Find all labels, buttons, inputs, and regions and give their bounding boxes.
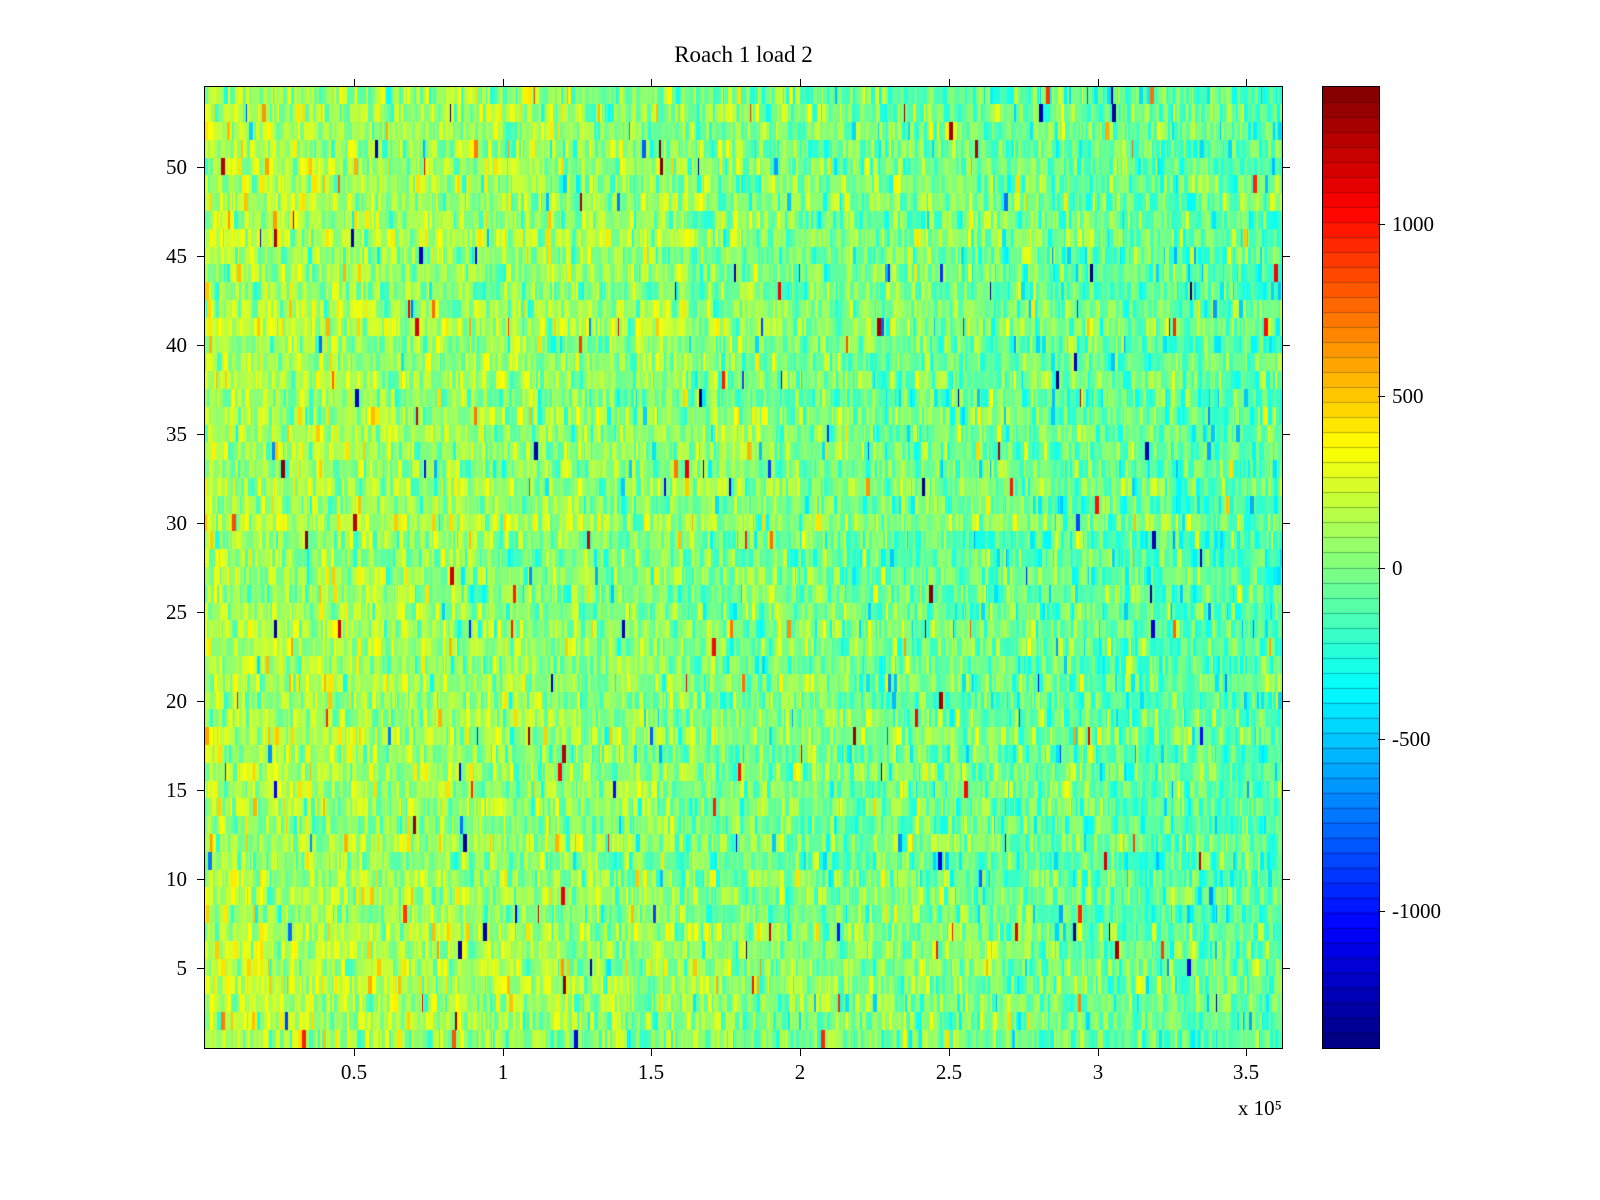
y-tick-mark xyxy=(197,434,205,435)
x-tick-mark xyxy=(651,1048,652,1056)
colorbar-tick-label: 1000 xyxy=(1392,212,1434,236)
y-tick-mark-right xyxy=(1282,701,1290,702)
colorbar-tick-mark xyxy=(1378,911,1385,912)
x-tick-mark-top xyxy=(800,79,801,87)
colorbar-tick-mark xyxy=(1378,568,1385,569)
y-tick-label: 45 xyxy=(166,244,187,268)
x-tick-mark-top xyxy=(949,79,950,87)
colorbar-canvas xyxy=(1323,87,1379,1048)
x-tick-label: 1.5 xyxy=(637,1060,665,1084)
y-tick-mark-right xyxy=(1282,523,1290,524)
heatmap-canvas xyxy=(205,87,1282,1048)
y-tick-mark xyxy=(197,968,205,969)
y-tick-mark-right xyxy=(1282,790,1290,791)
y-tick-label: 35 xyxy=(166,422,187,446)
y-tick-mark xyxy=(197,790,205,791)
x-tick-mark-top xyxy=(354,79,355,87)
y-tick-mark xyxy=(197,612,205,613)
y-tick-mark xyxy=(197,167,205,168)
y-tick-label: 50 xyxy=(166,155,187,179)
y-tick-label: 5 xyxy=(176,956,188,980)
y-tick-label: 40 xyxy=(166,333,187,357)
x-tick-mark xyxy=(800,1048,801,1056)
x-tick-label: 3.5 xyxy=(1232,1060,1260,1084)
x-tick-mark xyxy=(1098,1048,1099,1056)
y-tick-label: 25 xyxy=(166,600,187,624)
y-tick-mark-right xyxy=(1282,879,1290,880)
y-tick-mark-right xyxy=(1282,345,1290,346)
x-tick-mark xyxy=(503,1048,504,1056)
x-tick-mark xyxy=(949,1048,950,1056)
colorbar-tick-label: -500 xyxy=(1392,727,1431,751)
x-tick-label: 2.5 xyxy=(935,1060,963,1084)
y-tick-mark-right xyxy=(1282,167,1290,168)
y-tick-mark xyxy=(197,256,205,257)
y-tick-mark xyxy=(197,701,205,702)
x-tick-mark-top xyxy=(1246,79,1247,87)
colorbar-tick-label: -1000 xyxy=(1392,899,1441,923)
y-tick-mark-right xyxy=(1282,968,1290,969)
y-tick-label: 15 xyxy=(166,778,187,802)
y-tick-mark-right xyxy=(1282,434,1290,435)
x-tick-mark xyxy=(354,1048,355,1056)
y-tick-mark xyxy=(197,879,205,880)
y-tick-mark-right xyxy=(1282,612,1290,613)
colorbar-tick-mark xyxy=(1378,739,1385,740)
x-axis-multiplier-label: x 10⁵ xyxy=(1237,1096,1282,1120)
y-tick-label: 10 xyxy=(166,867,187,891)
y-tick-mark xyxy=(197,523,205,524)
y-tick-mark-right xyxy=(1282,256,1290,257)
colorbar-tick-label: 0 xyxy=(1392,556,1403,580)
colorbar-tick-mark xyxy=(1378,396,1385,397)
x-tick-mark-top xyxy=(651,79,652,87)
chart-title: Roach 1 load 2 xyxy=(674,42,813,67)
x-tick-mark-top xyxy=(503,79,504,87)
y-tick-label: 30 xyxy=(166,511,187,535)
y-tick-mark xyxy=(197,345,205,346)
heatmap-plot-area xyxy=(204,86,1283,1049)
x-tick-mark xyxy=(1246,1048,1247,1056)
x-tick-label: 0.5 xyxy=(340,1060,368,1084)
x-tick-label: 3 xyxy=(1092,1060,1104,1084)
colorbar-tick-mark xyxy=(1378,224,1385,225)
x-tick-mark-top xyxy=(1098,79,1099,87)
x-tick-label: 1 xyxy=(497,1060,509,1084)
colorbar xyxy=(1322,86,1380,1049)
y-tick-label: 20 xyxy=(166,689,187,713)
x-tick-label: 2 xyxy=(794,1060,806,1084)
colorbar-tick-label: 500 xyxy=(1392,384,1424,408)
